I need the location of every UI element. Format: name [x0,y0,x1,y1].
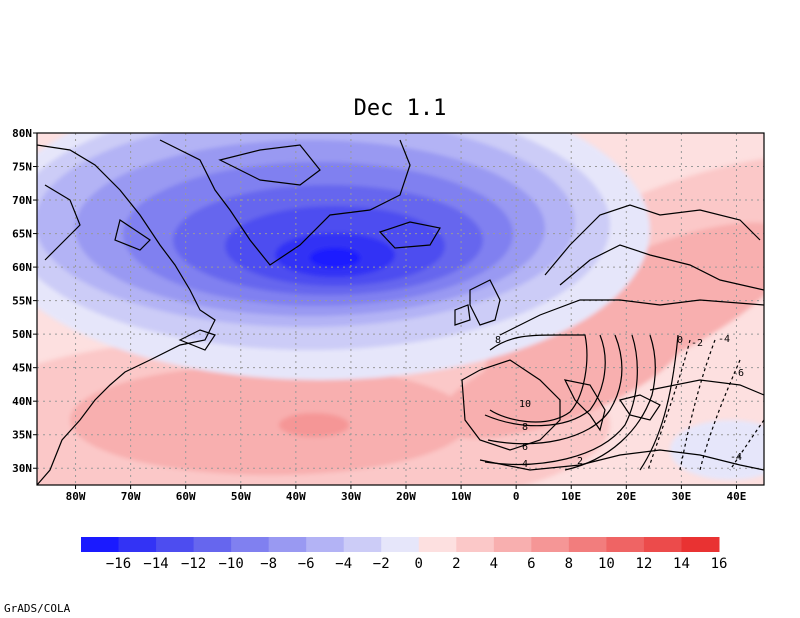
lat-tick-label: 35N [12,429,32,442]
contour-label: -4 [718,334,730,345]
contour-label: 10 [519,399,531,410]
contour-label: 0 [677,335,683,346]
contour-label: 4 [522,459,528,470]
lon-tick-label: 50W [231,490,251,503]
colorbar-swatch [493,537,532,552]
lat-tick-label: 30N [12,462,32,475]
lon-tick-label: 0 [513,490,520,503]
lon-tick-label: 80W [66,490,86,503]
contour-label: 8 [522,422,528,433]
lon-tick-label: 20W [396,490,416,503]
colorbar-label: −14 [143,556,168,572]
positive-contours [484,334,679,471]
colorbar-label: 16 [711,556,728,572]
lon-tick-label: 40E [727,490,747,503]
lon-tick-label: 30E [671,490,691,503]
colorbar-label: 0 [415,556,423,572]
colorbar-label: −2 [373,556,390,572]
colorbar-swatch [231,537,270,552]
colorbar-swatch [606,537,645,552]
colorbar-label: −8 [260,556,277,572]
colorbar-label: 2 [452,556,460,572]
colorbar-label: 8 [565,556,573,572]
colorbar-label: −16 [106,556,131,572]
longitude-labels: 80W 70W 60W 50W 40W 30W 20W 10W 0 10E 20E 30E 40E [66,485,747,503]
colorbar-swatch [531,537,570,552]
colorbar-label: 10 [598,556,615,572]
lat-tick-label: 50N [12,328,32,341]
colorbar-swatch [643,537,682,552]
lon-tick-label: 70W [121,490,141,503]
colorbar-label: −10 [218,556,243,572]
colorbar-swatch [306,537,345,552]
contour-label: -2 [691,338,703,349]
plot-frame [36,132,765,486]
contour-label: -6 [732,368,744,379]
contour-label: 6 [522,442,528,453]
map-title: Dec 1.1 [353,96,447,121]
latitude-labels: 30N 35N 40N 45N 50N 55N 60N 65N 70N 75N 80N [12,127,37,475]
lat-tick-label: 80N [12,127,32,140]
colorbar-label: 4 [490,556,498,572]
coastlines [37,139,764,485]
colorbar-label: 14 [673,556,690,572]
colorbar-label: 12 [636,556,653,572]
colorbar-swatch [456,537,495,552]
colorbar-swatch [343,537,382,552]
colorbar-swatch [193,537,232,552]
lat-tick-label: 70N [12,194,32,207]
lon-tick-label: 40W [286,490,306,503]
contour-labels: 8 10 8 6 4 2 0 -2 -4 -6 -4 [495,334,744,470]
colorbar-swatch [268,537,307,552]
colorbar-label: −4 [335,556,352,572]
lon-tick-label: 10E [561,490,581,503]
colorbar-swatch [156,537,195,552]
colorbar-swatch [381,537,420,552]
contour-label: -4 [730,452,742,463]
lon-tick-label: 10W [451,490,471,503]
credit-text: GrADS/COLA [4,602,71,615]
lon-tick-label: 60W [176,490,196,503]
shaded-field [37,133,764,485]
lat-tick-label: 55N [12,295,32,308]
lon-tick-label: 30W [341,490,361,503]
colorbar-label: −6 [298,556,315,572]
lat-tick-label: 75N [12,161,32,174]
negative-contours [647,339,764,471]
colorbar-label: 6 [527,556,535,572]
lat-tick-label: 65N [12,228,32,241]
colorbar-swatch [81,537,120,552]
contour-label: 8 [495,335,501,346]
colorbar-label: −12 [181,556,206,572]
lon-tick-label: 20E [616,490,636,503]
colorbar-swatch [418,537,457,552]
colorbar: −16 −14 −12 −10 −8 −6 −4 −2 0 2 4 6 8 10 12 14 16 [81,537,727,572]
colorbar-swatch [568,537,607,552]
graticule [37,133,764,485]
colorbar-swatch [681,537,720,552]
lat-tick-label: 45N [12,362,32,375]
lat-tick-label: 60N [12,261,32,274]
colorbar-swatch [118,537,157,552]
lat-tick-label: 40N [12,395,32,408]
contour-label: 2 [577,456,583,467]
